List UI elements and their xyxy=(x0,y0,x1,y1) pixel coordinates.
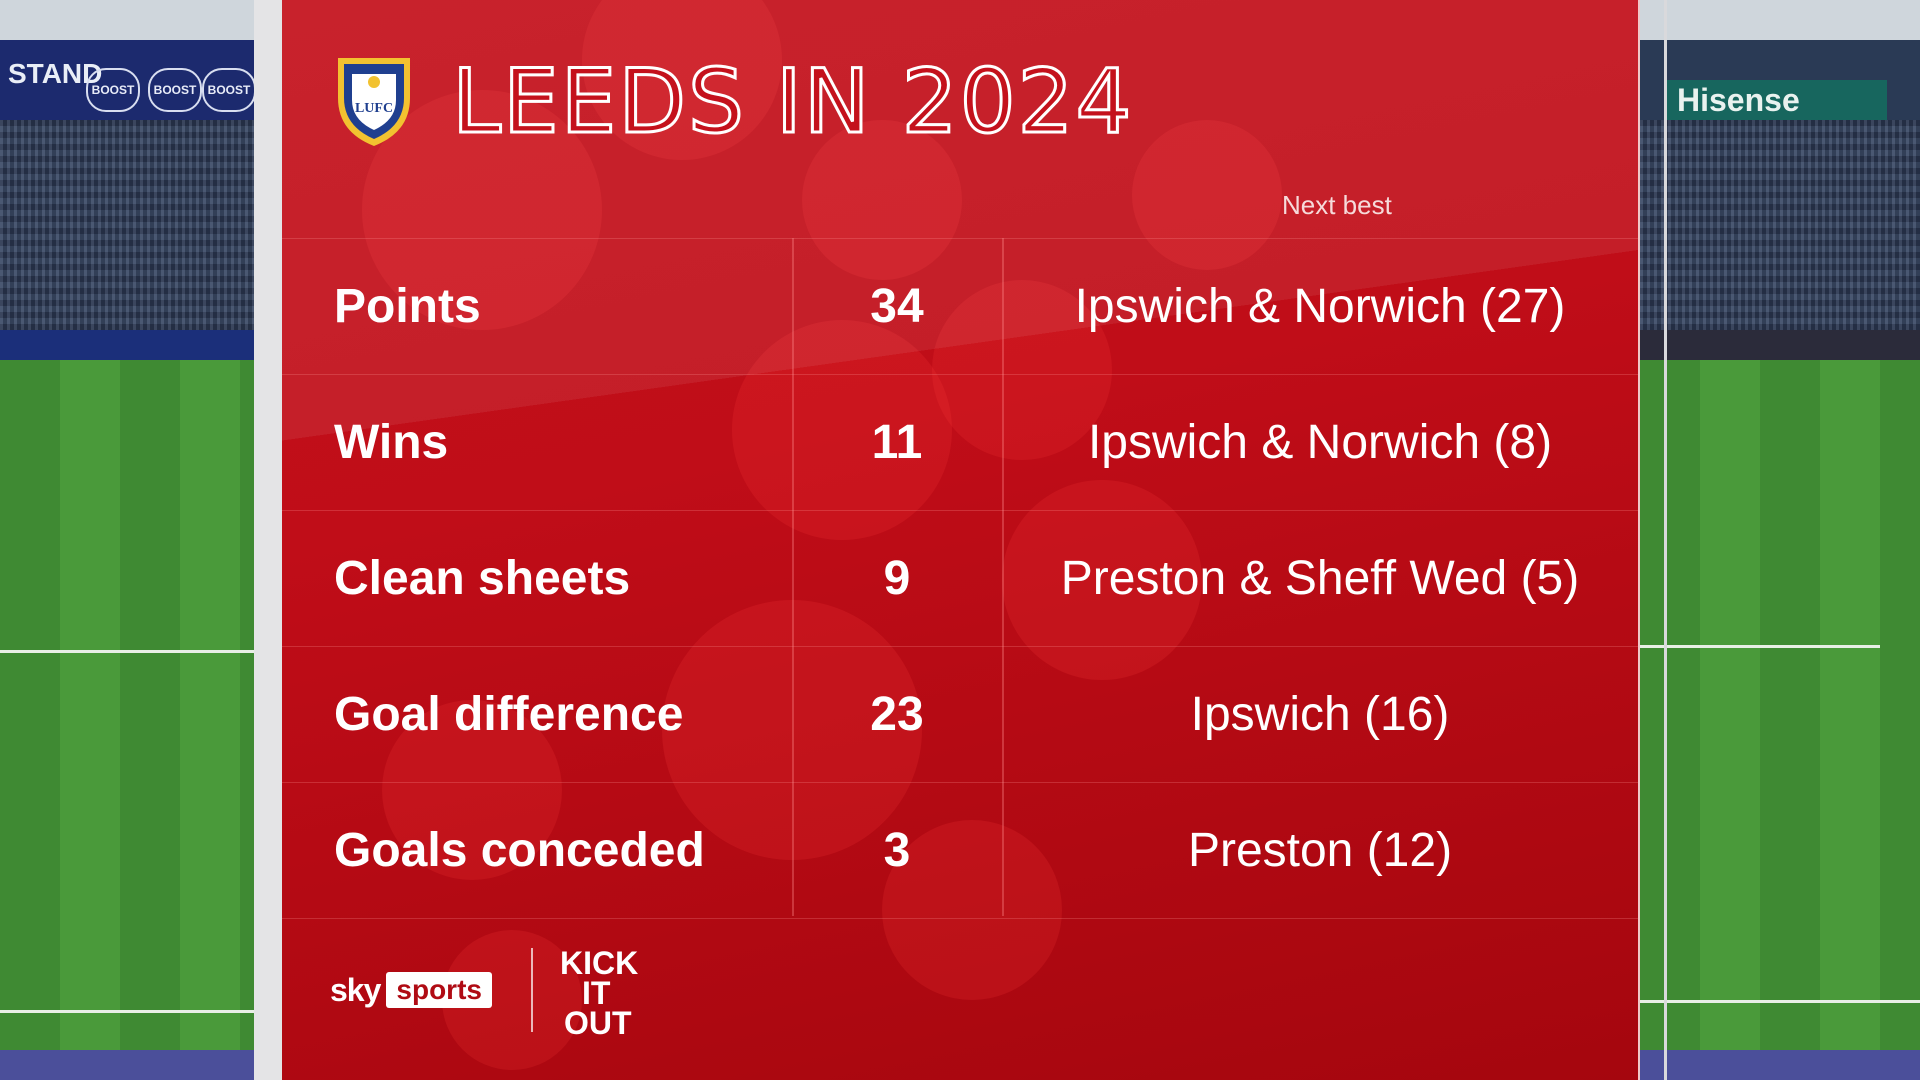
pitch-line xyxy=(0,1010,254,1013)
frame-edge-right xyxy=(1638,0,1640,1080)
stat-value: 34 xyxy=(870,280,924,333)
foot-strip xyxy=(1640,1050,1920,1080)
next-best-value: Preston (12) xyxy=(1187,824,1453,877)
stat-value: 3 xyxy=(883,824,911,877)
advertising-hoarding xyxy=(1640,330,1920,360)
stadium-background-left: STAND BOOST BOOST BOOST xyxy=(0,0,254,1080)
pitch xyxy=(0,360,254,1050)
decor-bubble xyxy=(732,320,952,540)
decor-bubble xyxy=(882,820,1062,1000)
kick-it-out-logo: KICK IT OUT xyxy=(560,945,650,1041)
stat-value: 23 xyxy=(870,688,924,741)
kick-it-out-word: KICK xyxy=(560,945,639,981)
decor-bubble xyxy=(362,90,602,330)
decor-bubble xyxy=(1002,480,1202,680)
crowd xyxy=(0,120,254,360)
decor-bubble xyxy=(932,280,1112,460)
stat-label: Goal difference xyxy=(334,688,684,741)
decor-bubble xyxy=(582,0,782,160)
panel-sheen xyxy=(282,0,1638,520)
leeds-crest-icon: LUFC xyxy=(338,58,410,146)
stat-label: Goals conceded xyxy=(334,824,705,877)
frame-bar-left xyxy=(254,0,282,1080)
sports-logo-text: sports xyxy=(386,972,492,1008)
decor-bubble xyxy=(382,700,562,880)
frame-bar-right xyxy=(1664,0,1667,1080)
boost-badge: BOOST xyxy=(148,68,202,112)
boost-badge: BOOST xyxy=(202,68,254,112)
page-title: LEEDS IN 2024 xyxy=(451,49,1134,155)
stadium-background-right: Hisense xyxy=(1640,0,1920,1080)
foot-strip xyxy=(0,1050,254,1080)
next-best-value: Ipswich & Norwich (27) xyxy=(1074,280,1566,333)
next-best-value: Ipswich & Norwich (8) xyxy=(1087,416,1553,469)
table-row: Goals conceded 3 Preston (12) xyxy=(282,782,1638,919)
stat-label: Clean sheets xyxy=(334,552,631,605)
boost-badge: BOOST xyxy=(86,68,140,112)
sky-logo-text: sky xyxy=(330,971,381,1008)
crest-text: LUFC xyxy=(355,101,393,116)
stat-label: Points xyxy=(334,280,481,333)
kick-it-out-word: IT xyxy=(582,975,611,1011)
logo-divider xyxy=(531,948,533,1032)
next-best-value: Preston & Sheff Wed (5) xyxy=(1060,552,1580,605)
table-row: Goal difference 23 Ipswich (16) xyxy=(282,646,1638,782)
sponsor-board: Hisense xyxy=(1665,80,1887,120)
advertising-hoarding xyxy=(0,330,254,360)
crowd xyxy=(1640,120,1920,360)
table-row: Wins 11 Ipswich & Norwich (8) xyxy=(282,374,1638,510)
stat-value: 9 xyxy=(883,552,911,605)
kick-it-out-word: OUT xyxy=(564,1005,632,1041)
stat-label: Wins xyxy=(334,416,449,469)
decor-bubble xyxy=(802,120,962,280)
pitch-line xyxy=(1640,1000,1920,1003)
column-divider xyxy=(1002,238,1004,916)
stats-table: Points 34 Ipswich & Norwich (27) Wins 11… xyxy=(282,238,1638,919)
sky-sports-logo: sky sports xyxy=(330,968,492,1012)
next-best-header: Next best xyxy=(1282,190,1392,220)
column-divider xyxy=(792,238,794,916)
stat-value: 11 xyxy=(871,416,923,469)
stats-panel: LUFC LEEDS IN 2024 Next best Points 34 I… xyxy=(282,0,1638,1080)
decor-bubble xyxy=(662,600,922,860)
pitch-line xyxy=(1640,645,1880,648)
table-row: Points 34 Ipswich & Norwich (27) xyxy=(282,238,1638,374)
decor-bubble xyxy=(1132,120,1282,270)
next-best-value: Ipswich (16) xyxy=(1190,688,1450,741)
pitch xyxy=(1640,360,1920,1050)
table-row: Clean sheets 9 Preston & Sheff Wed (5) xyxy=(282,510,1638,646)
pitch-line xyxy=(0,650,254,653)
